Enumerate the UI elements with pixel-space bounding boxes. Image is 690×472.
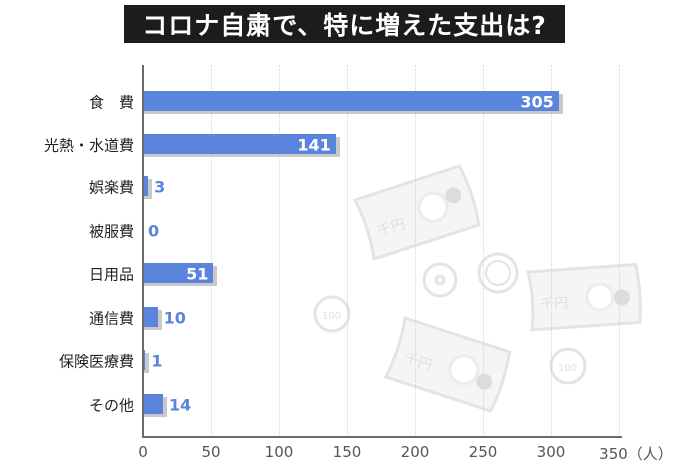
x-tick-label: 50 [201,443,221,461]
bar [144,394,164,414]
bar-value-label: 3 [154,177,166,197]
x-tick-label: 150 [332,443,362,461]
category-label: 娯楽費 [88,178,134,197]
category-label: 光熱・水道費 [43,136,134,155]
bar-value-label: 10 [163,308,186,328]
category-label: 食 費 [88,93,134,112]
gridline [551,65,552,437]
category-label: 日用品 [88,265,134,284]
thousand-yen-bill-icon: 千円 [352,164,481,261]
category-label: その他 [88,396,134,415]
bar-value-label: 0 [148,221,160,241]
five-yen-coin-icon [422,262,458,298]
x-tick-label: 300 [536,443,566,461]
gridline [483,65,484,437]
gridline [415,65,416,437]
svg-text:千円: 千円 [540,295,569,313]
x-tick-label: 350（人） [599,445,673,463]
bar [144,350,146,370]
hundred-yen-coin-icon: 100 [549,347,587,385]
bar-value-label: 1 [151,351,163,371]
gridline [211,65,212,437]
gridline [279,65,280,437]
gridline [347,65,348,437]
category-label: 保険医療費 [58,352,134,371]
gridline [619,65,620,437]
bar [144,263,214,283]
ten-yen-coin-icon [477,252,519,294]
thousand-yen-bill-icon: 千円 [526,262,642,332]
bar-value-label: 51 [186,264,209,284]
x-tick-label: 250 [468,443,498,461]
category-label: 被服費 [88,222,134,241]
bar-value-label: 141 [297,135,331,155]
y-axis [142,65,144,438]
bar [144,307,158,327]
thousand-yen-bill-icon: 千円 [383,316,512,413]
svg-text:100: 100 [322,311,341,322]
chart-title: コロナ自粛で、特に増えた支出は? [124,5,565,43]
hundred-yen-coin-icon: 100 [313,295,351,333]
x-tick-label: 0 [138,443,148,461]
bar-value-label: 305 [520,92,554,112]
x-tick-label: 100 [264,443,294,461]
category-label: 通信費 [88,309,134,328]
bar-value-label: 14 [169,395,192,415]
x-tick-label: 200 [400,443,430,461]
bar [144,134,336,154]
bar [144,91,559,111]
x-axis [142,436,622,438]
svg-text:100: 100 [558,363,577,374]
bar-shadow [144,353,150,373]
bar [144,176,149,196]
